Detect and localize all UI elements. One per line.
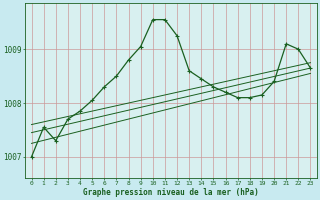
X-axis label: Graphe pression niveau de la mer (hPa): Graphe pression niveau de la mer (hPa) (83, 188, 259, 197)
